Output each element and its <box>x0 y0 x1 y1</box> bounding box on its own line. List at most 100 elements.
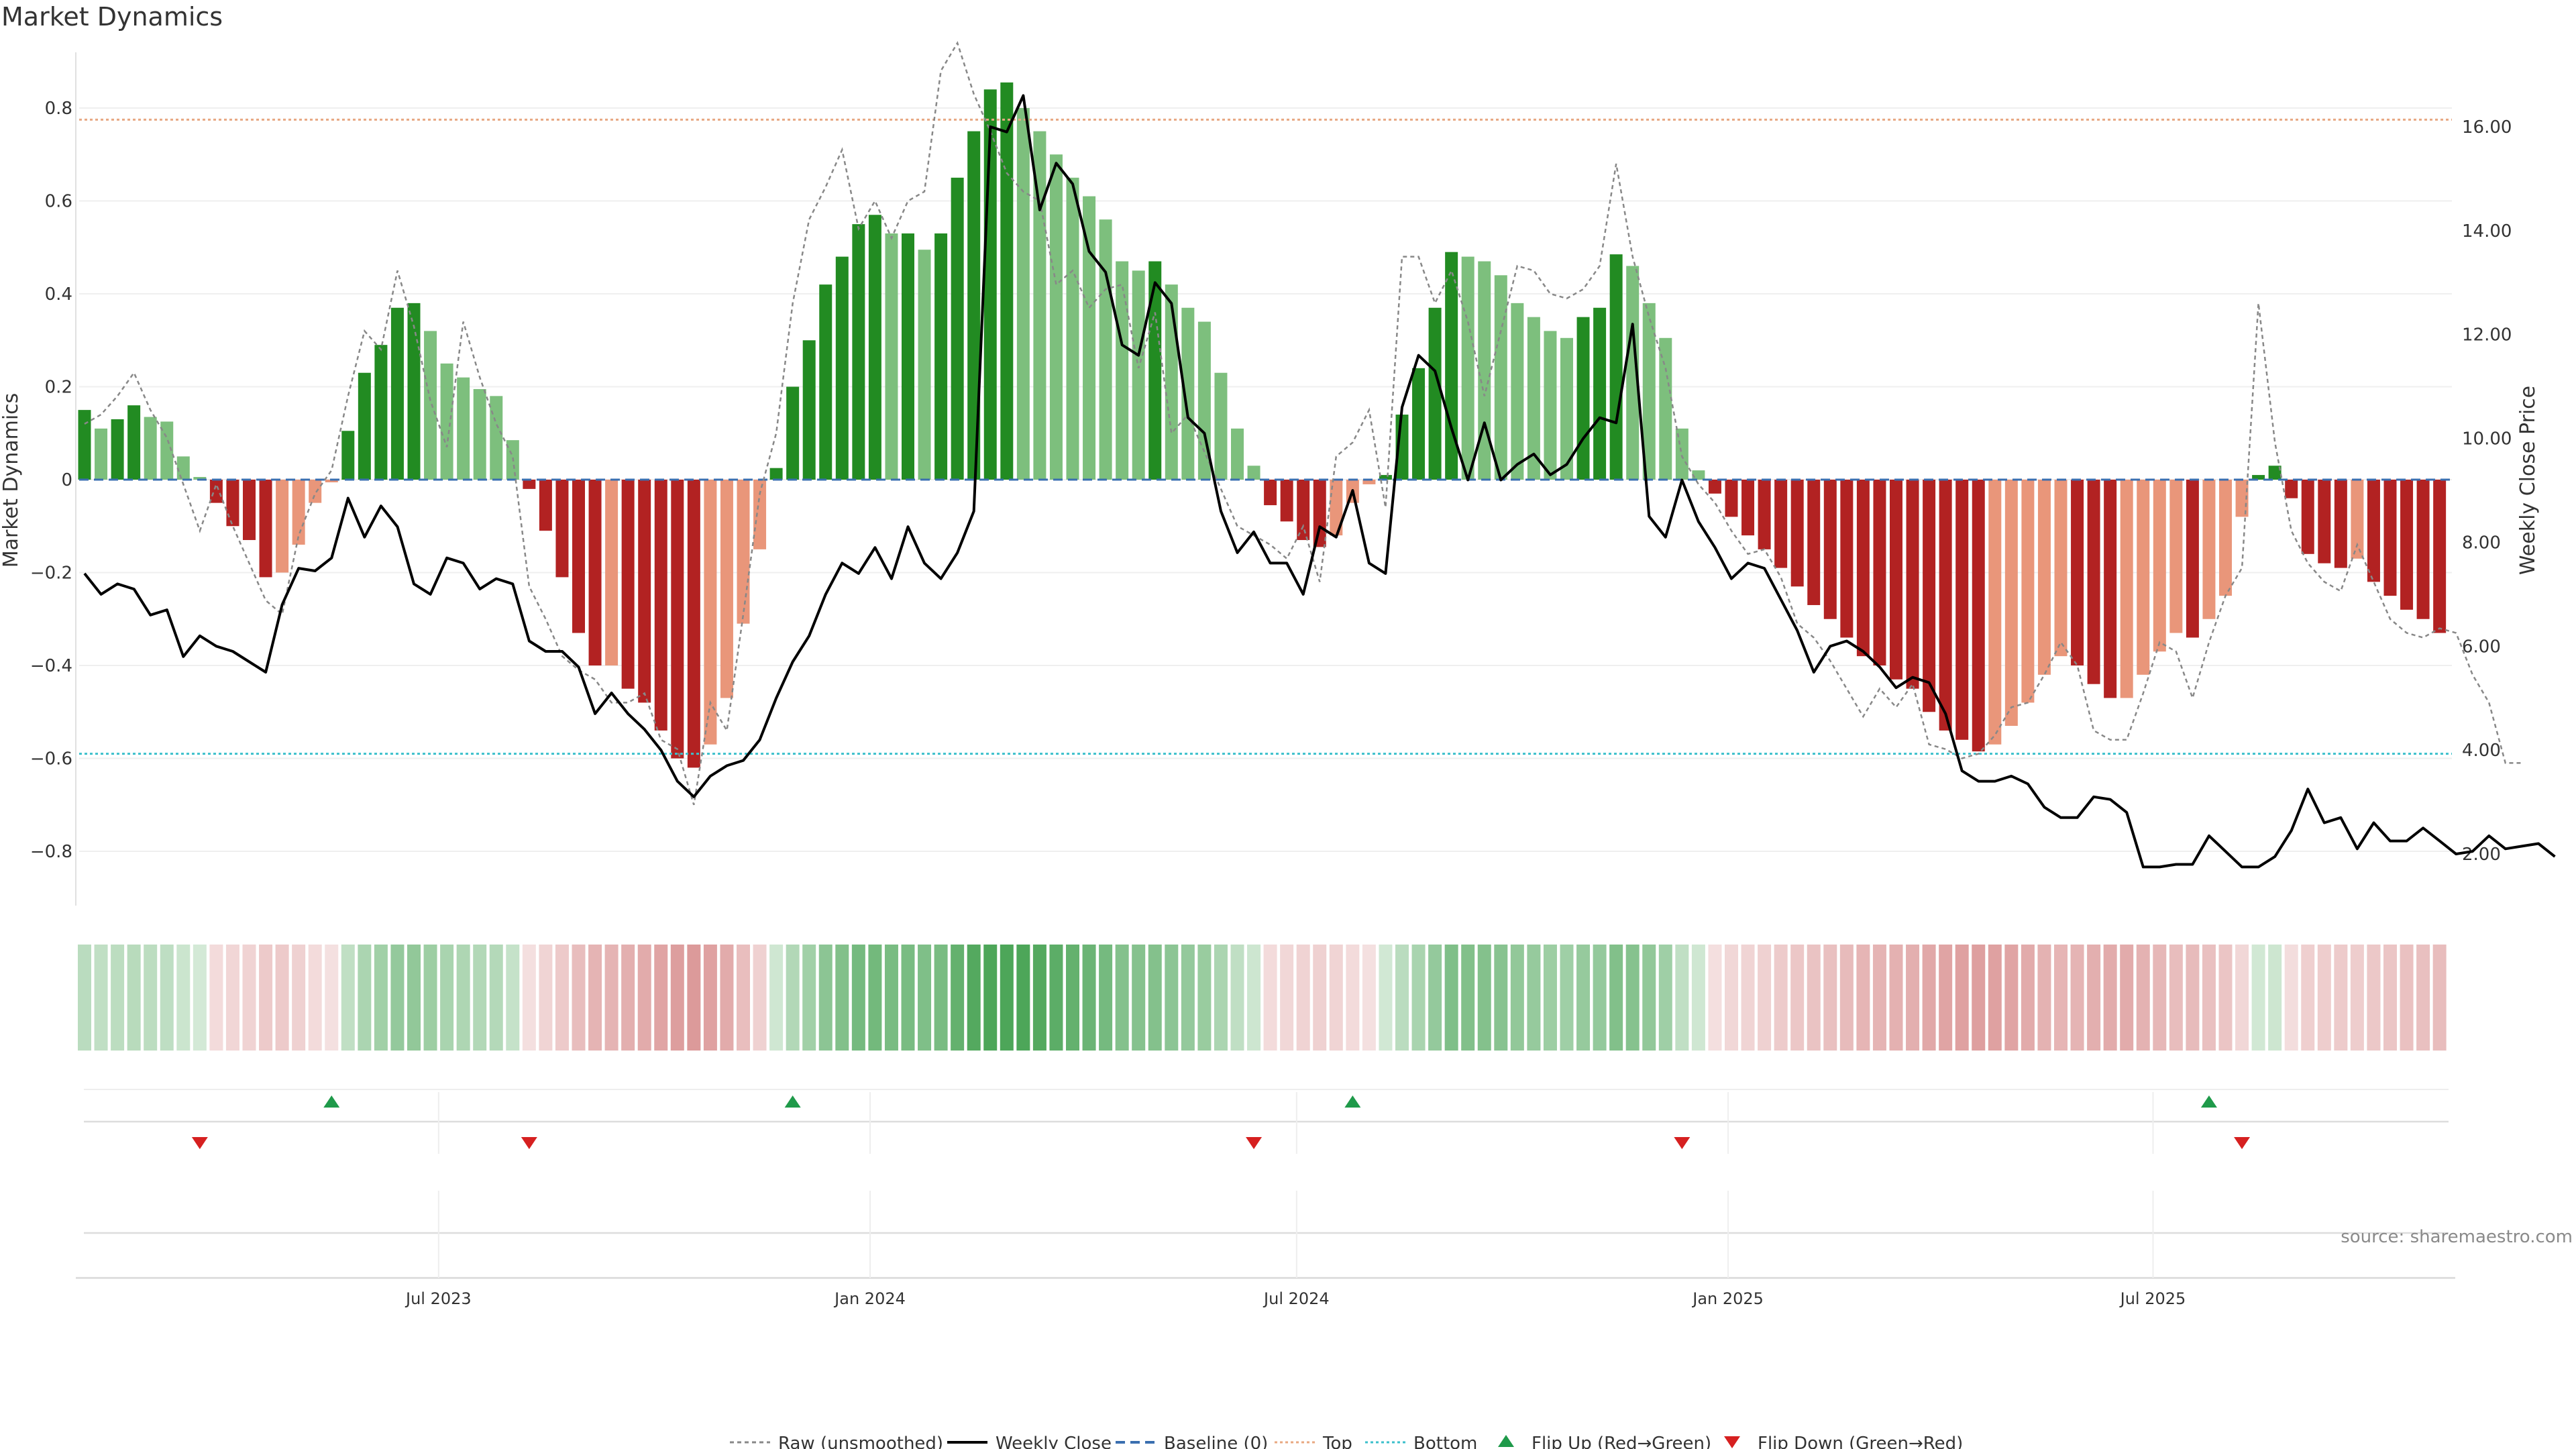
dynamics-bar <box>1511 303 1524 480</box>
left-axis-label: Market Dynamics <box>0 393 23 568</box>
heat-strip-cell <box>1263 945 1277 1051</box>
heat-strip-cell <box>1593 945 1607 1051</box>
dynamics-bar <box>2285 480 2298 498</box>
dynamics-bar <box>588 480 602 665</box>
heat-strip-cell <box>901 945 915 1051</box>
dynamics-bar <box>1066 177 1079 480</box>
heat-strip-cell <box>1790 945 1805 1051</box>
dynamics-bar <box>934 233 948 480</box>
heat-strip-cell <box>2120 945 2134 1051</box>
dynamics-bar <box>1741 480 1755 536</box>
dynamics-bar <box>127 405 141 480</box>
dynamics-bar <box>1544 331 1557 480</box>
heat-strip-cell <box>78 945 91 1051</box>
heat-strip-cell <box>2350 945 2364 1051</box>
dynamics-bar <box>2383 480 2397 596</box>
left-tick-label: 0 <box>61 470 72 490</box>
heat-strip-cell <box>802 945 816 1051</box>
dynamics-bar <box>78 410 91 480</box>
dynamics-bar <box>967 131 981 480</box>
left-tick-label: −0.2 <box>30 564 72 584</box>
dynamics-bar <box>226 480 239 527</box>
dynamics-bar <box>1807 480 1821 605</box>
heat-strip-cell <box>423 945 437 1051</box>
heat-strip-cell <box>275 945 289 1051</box>
heat-strip-cell <box>1576 945 1591 1051</box>
dynamics-bar <box>769 468 783 480</box>
heat-strip-cell <box>341 945 355 1051</box>
heat-strip-cell <box>1461 945 1475 1051</box>
heat-strip-cell <box>2070 945 2084 1051</box>
heat-strip-cell <box>2186 945 2200 1051</box>
flip-down-marker <box>521 1137 537 1149</box>
heat-strip-cell <box>737 945 750 1051</box>
dynamics-bar <box>2037 480 2051 675</box>
heat-strip-cell <box>1494 945 1508 1051</box>
heat-strip-cell <box>1082 945 1096 1051</box>
heat-strip-cell <box>176 945 191 1051</box>
heat-strip-cell <box>1823 945 1837 1051</box>
heat-strip-cell <box>2054 945 2068 1051</box>
heat-strip-cell <box>1758 945 1772 1051</box>
heat-strip-cell <box>967 945 981 1051</box>
dynamics-bar <box>605 480 619 665</box>
dynamics-bar <box>902 233 914 480</box>
heat-strip-cell <box>127 945 141 1051</box>
series-lines <box>83 41 2556 869</box>
left-axis-ticks: 0.8 0.6 0.4 0.2 0 −0.2 −0.4 −0.6 −0.8 <box>30 99 72 862</box>
right-tick-label: 8.00 <box>2462 533 2501 553</box>
heat-strip-cell <box>2235 945 2249 1051</box>
dynamics-bar <box>819 284 833 480</box>
heat-strip-cell <box>1379 945 1393 1051</box>
reference-lines <box>79 118 2452 755</box>
dynamics-bar <box>1642 303 1656 480</box>
heat-strip-cell <box>2367 945 2381 1051</box>
dynamics-bar <box>1099 219 1112 480</box>
heat-strip-cell <box>292 945 306 1051</box>
dynamics-bar <box>671 480 684 759</box>
heat-strip-cell <box>1625 945 1640 1051</box>
heat-strip-cell <box>604 945 619 1051</box>
dynamics-bar <box>1939 480 1952 731</box>
source-note: source: sharemaestro.com <box>2341 1227 2573 1247</box>
dynamics-bar <box>1626 266 1640 480</box>
dynamics-bar <box>2334 480 2347 568</box>
heat-strip-cell <box>2432 945 2447 1051</box>
right-tick-label: 10.00 <box>2462 429 2512 449</box>
dynamics-bar <box>1132 270 1145 480</box>
dynamics-bar <box>2400 480 2414 610</box>
heat-strip-cell <box>1115 945 1129 1051</box>
dynamics-bar <box>473 388 486 480</box>
flip-down-marker <box>1674 1137 1690 1149</box>
right-tick-label: 14.00 <box>2462 221 2512 241</box>
dynamics-bar <box>358 372 371 480</box>
dynamics-bar <box>407 303 421 480</box>
dynamics-bar <box>2367 480 2380 582</box>
dynamics-bar <box>1247 466 1260 480</box>
dynamics-bar <box>2219 480 2232 596</box>
dynamics-bar <box>1083 196 1096 480</box>
heat-strip-cell <box>1016 945 1030 1051</box>
dynamics-bar <box>457 377 470 480</box>
right-tick-label: 12.00 <box>2462 325 2512 345</box>
dynamics-bar <box>259 480 272 578</box>
heat-strip-cell <box>1032 945 1046 1051</box>
x-tick-label: Jan 2025 <box>1691 1289 1764 1308</box>
legend-flip-up-marker <box>1498 1435 1514 1447</box>
right-axis-label: Weekly Close Price <box>2516 386 2540 575</box>
heat-strip-cell <box>2416 945 2430 1051</box>
dynamics-bar <box>1823 480 1837 619</box>
legend-top-label: Top <box>1322 1434 1352 1449</box>
dynamics-bar <box>2252 475 2265 480</box>
dynamics-bar <box>1988 480 2002 745</box>
time-gridlines <box>437 1092 2154 1278</box>
heat-strip-cell <box>588 945 602 1051</box>
heat-strip-cell <box>720 945 734 1051</box>
dynamics-bar <box>2351 480 2364 559</box>
dynamics-bar <box>555 480 569 578</box>
dynamics-bar <box>1362 480 1376 484</box>
raw-unsmoothed-line <box>84 41 2522 806</box>
dynamics-bar <box>951 177 964 480</box>
heat-strip-cell <box>769 945 784 1051</box>
left-tick-label: 0.8 <box>45 99 72 119</box>
